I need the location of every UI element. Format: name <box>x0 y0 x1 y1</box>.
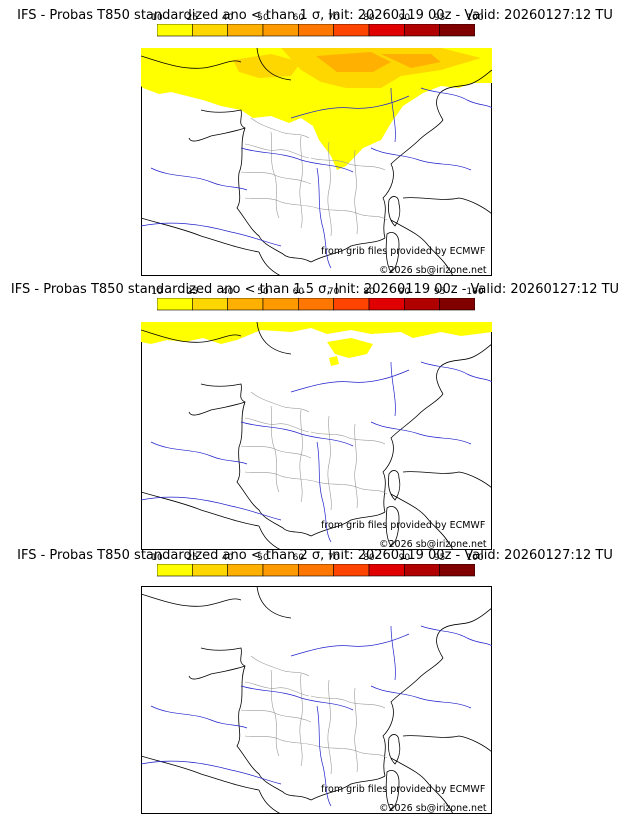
corsica-sardinia <box>385 470 401 547</box>
colorbar-tick-label: 70 <box>327 553 340 563</box>
france-map: from grib files provided by ECMWF ©2026 … <box>141 48 492 276</box>
colorbar-tick-label: 10 <box>151 553 163 563</box>
colorbar-tick-label: 90 <box>398 13 411 23</box>
colorbar-tick-label: 95 <box>433 287 446 297</box>
colorbar-tick-label: 100 <box>466 553 484 563</box>
map-copyright: ©2026 sb@irizone.net <box>379 803 487 814</box>
colorbar-tick-label: 10 <box>151 13 163 23</box>
colorbar <box>157 564 475 577</box>
colorbar-tick-label: 90 <box>398 553 411 563</box>
colorbar-tick-label: 40 <box>221 553 234 563</box>
colorbar-tick-label: 40 <box>221 287 234 297</box>
regional-borders <box>240 117 388 237</box>
colorbar-tick-label: 70 <box>327 13 340 23</box>
regional-borders <box>240 391 388 511</box>
country-borders <box>141 322 492 550</box>
rivers <box>141 87 492 269</box>
colorbar-tick-label: 80 <box>363 287 375 297</box>
map-credit: from grib files provided by ECMWF <box>321 520 485 531</box>
colorbar-tick-label: 80 <box>363 13 375 23</box>
map-credit: from grib files provided by ECMWF <box>321 784 485 795</box>
probability-shading <box>141 322 492 366</box>
colorbar-tick-label: 25 <box>186 553 199 563</box>
colorbar <box>157 24 475 37</box>
colorbar-ticks: 10 25 40 50 60 70 80 90 95 100 <box>151 13 483 50</box>
corsica-sardinia <box>385 196 401 273</box>
colorbar-tick-label: 40 <box>221 13 234 23</box>
colorbar-tick-label: 50 <box>257 287 269 297</box>
colorbar-tick-label: 10 <box>151 287 163 297</box>
colorbar-tick-label: 70 <box>327 287 340 297</box>
colorbar-tick-label: 60 <box>292 13 305 23</box>
map-panel-3: IFS - Probas T850 standardized ano < tha… <box>0 544 630 814</box>
probability-shading <box>141 48 492 170</box>
france-map: from grib files provided by ECMWF ©2026 … <box>141 586 492 814</box>
map-credit: from grib files provided by ECMWF <box>321 246 485 257</box>
colorbar-tick-label: 100 <box>466 287 484 297</box>
colorbar-tick-label: 60 <box>292 553 305 563</box>
colorbar-ticks: 10 25 40 50 60 70 80 90 95 100 <box>151 287 483 324</box>
map-copyright: ©2026 sb@irizone.net <box>379 265 487 276</box>
colorbar-tick-label: 25 <box>186 13 199 23</box>
map-panel-1: IFS - Probas T850 standardized ano < tha… <box>0 0 630 276</box>
rivers <box>141 625 492 807</box>
panel-title: IFS - Probas T850 standardized ano < tha… <box>17 8 613 23</box>
country-borders <box>141 586 492 814</box>
country-borders <box>141 48 492 276</box>
colorbar-tick-label: 90 <box>398 287 411 297</box>
colorbar-tick-label: 95 <box>433 13 446 23</box>
colorbar-tick-label: 50 <box>257 13 269 23</box>
colorbar-tick-label: 100 <box>466 13 484 23</box>
regional-borders <box>240 655 388 775</box>
colorbar-tick-label: 25 <box>186 287 199 297</box>
map-copyright: ©2026 sb@irizone.net <box>379 539 487 550</box>
panel-title: IFS - Probas T850 standardized ano < tha… <box>17 548 613 563</box>
colorbar-tick-label: 95 <box>433 553 446 563</box>
panel-title: IFS - Probas T850 standardized ano < tha… <box>10 282 620 297</box>
colorbar-ticks: 10 25 40 50 60 70 80 90 95 100 <box>151 553 483 590</box>
map-panel-2: IFS - Probas T850 standardized ano < tha… <box>0 274 630 550</box>
colorbar <box>157 298 475 311</box>
corsica-sardinia <box>385 734 401 811</box>
colorbar-tick-label: 80 <box>363 553 375 563</box>
colorbar-tick-label: 50 <box>257 553 269 563</box>
france-map: from grib files provided by ECMWF ©2026 … <box>141 322 492 550</box>
colorbar-tick-label: 60 <box>292 287 305 297</box>
rivers <box>141 361 492 543</box>
